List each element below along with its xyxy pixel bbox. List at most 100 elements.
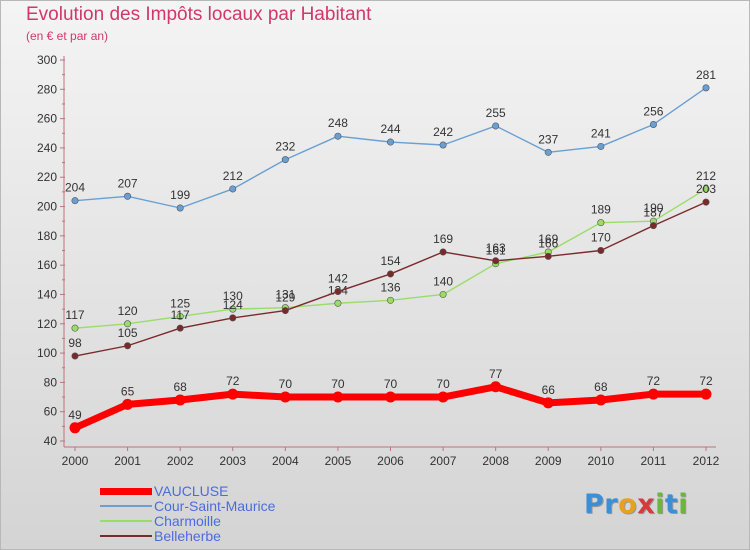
data-label-cour-saint-maurice: 199 bbox=[170, 188, 190, 202]
y-tick-label: 280 bbox=[37, 82, 57, 96]
legend-label: Charmoille bbox=[154, 513, 221, 529]
data-label-belleherbe: 169 bbox=[433, 232, 453, 246]
x-tick-label: 2000 bbox=[62, 454, 89, 468]
x-tick-label: 2008 bbox=[482, 454, 509, 468]
data-point-vaucluse bbox=[542, 397, 554, 409]
y-tick-label: 260 bbox=[37, 112, 57, 126]
x-tick-label: 2012 bbox=[693, 454, 720, 468]
x-tick-label: 2005 bbox=[325, 454, 352, 468]
data-point-charmoille bbox=[176, 312, 184, 320]
y-tick-label: 80 bbox=[44, 375, 58, 389]
data-label-belleherbe: 117 bbox=[171, 308, 190, 322]
data-label-belleherbe: 163 bbox=[486, 241, 506, 255]
data-label-vaucluse: 72 bbox=[226, 374, 240, 388]
data-point-belleherbe bbox=[597, 247, 605, 255]
data-label-charmoille: 120 bbox=[118, 304, 138, 318]
data-point-belleherbe bbox=[649, 222, 657, 230]
data-point-cour-saint-maurice bbox=[176, 204, 184, 212]
data-label-vaucluse: 66 bbox=[542, 383, 556, 397]
y-tick-label: 60 bbox=[44, 405, 58, 419]
data-point-charmoille bbox=[597, 219, 605, 227]
y-tick-label: 40 bbox=[44, 434, 58, 448]
data-label-belleherbe: 187 bbox=[643, 206, 663, 220]
data-label-cour-saint-maurice: 248 bbox=[328, 116, 348, 130]
data-label-charmoille: 161 bbox=[486, 244, 506, 258]
data-label-cour-saint-maurice: 281 bbox=[696, 68, 716, 82]
data-point-cour-saint-maurice bbox=[597, 142, 605, 150]
data-label-vaucluse: 70 bbox=[279, 377, 293, 391]
x-tick-label: 2001 bbox=[114, 454, 141, 468]
y-tick-label: 200 bbox=[37, 200, 57, 214]
data-point-charmoille bbox=[386, 296, 394, 304]
chart-subtitle: (en € et par an) bbox=[26, 29, 109, 43]
data-point-charmoille bbox=[702, 185, 710, 193]
logo-letter: i bbox=[678, 489, 689, 520]
data-label-charmoille: 131 bbox=[275, 288, 295, 302]
data-label-belleherbe: 105 bbox=[118, 326, 138, 340]
x-tick-label: 2004 bbox=[272, 454, 299, 468]
legend-swatch bbox=[100, 505, 152, 507]
data-point-charmoille bbox=[439, 290, 447, 298]
data-label-cour-saint-maurice: 241 bbox=[591, 126, 611, 140]
data-point-belleherbe bbox=[702, 198, 710, 206]
x-tick-label: 2007 bbox=[430, 454, 457, 468]
data-label-cour-saint-maurice: 244 bbox=[380, 122, 400, 136]
x-tick-label: 2009 bbox=[535, 454, 562, 468]
data-point-cour-saint-maurice bbox=[386, 138, 394, 146]
data-point-cour-saint-maurice bbox=[124, 192, 132, 200]
data-label-cour-saint-maurice: 255 bbox=[486, 106, 506, 120]
data-label-charmoille: 190 bbox=[643, 201, 663, 215]
data-point-belleherbe bbox=[492, 257, 500, 265]
data-label-vaucluse: 72 bbox=[647, 374, 661, 388]
legend-swatch bbox=[100, 535, 152, 537]
y-tick-label: 120 bbox=[37, 317, 57, 331]
data-label-belleherbe: 124 bbox=[223, 298, 243, 312]
legend-swatch bbox=[100, 520, 152, 522]
data-point-cour-saint-maurice bbox=[649, 120, 657, 128]
data-point-belleherbe bbox=[176, 324, 184, 332]
data-label-cour-saint-maurice: 232 bbox=[275, 140, 295, 154]
data-label-cour-saint-maurice: 204 bbox=[65, 181, 85, 195]
data-point-belleherbe bbox=[124, 342, 132, 350]
data-label-belleherbe: 129 bbox=[275, 291, 295, 305]
data-point-belleherbe bbox=[439, 248, 447, 256]
y-tick-label: 180 bbox=[37, 229, 57, 243]
data-point-vaucluse bbox=[227, 388, 239, 400]
legend-label: VAUCLUSE bbox=[154, 483, 229, 499]
y-tick-label: 300 bbox=[37, 53, 57, 67]
data-point-vaucluse bbox=[595, 394, 607, 406]
y-tick-label: 160 bbox=[37, 258, 57, 272]
data-label-cour-saint-maurice: 207 bbox=[118, 176, 138, 190]
data-point-belleherbe bbox=[544, 252, 552, 260]
data-point-cour-saint-maurice bbox=[334, 132, 342, 140]
y-tick-label: 140 bbox=[37, 287, 57, 301]
data-label-vaucluse: 70 bbox=[331, 377, 345, 391]
legend-label: Belleherbe bbox=[154, 528, 221, 544]
data-label-charmoille: 140 bbox=[433, 274, 453, 288]
data-point-cour-saint-maurice bbox=[492, 122, 500, 130]
data-label-charmoille: 117 bbox=[65, 308, 84, 322]
data-label-belleherbe: 170 bbox=[591, 231, 611, 245]
data-label-cour-saint-maurice: 256 bbox=[643, 104, 663, 118]
data-label-cour-saint-maurice: 237 bbox=[538, 132, 558, 146]
data-point-belleherbe bbox=[229, 314, 237, 322]
data-label-vaucluse: 72 bbox=[699, 374, 713, 388]
data-label-belleherbe: 154 bbox=[380, 254, 400, 268]
logo-letter: o bbox=[618, 489, 638, 520]
data-point-charmoille bbox=[124, 320, 132, 328]
data-point-cour-saint-maurice bbox=[702, 84, 710, 92]
data-point-charmoille bbox=[334, 299, 342, 307]
data-point-cour-saint-maurice bbox=[544, 148, 552, 156]
data-label-charmoille: 125 bbox=[170, 296, 190, 310]
x-tick-label: 2006 bbox=[377, 454, 404, 468]
logo-letter: t bbox=[664, 489, 679, 520]
x-tick-label: 2003 bbox=[219, 454, 246, 468]
data-point-charmoille bbox=[229, 305, 237, 313]
data-label-vaucluse: 68 bbox=[173, 380, 187, 394]
data-point-vaucluse bbox=[437, 391, 449, 403]
data-point-cour-saint-maurice bbox=[439, 141, 447, 149]
data-label-charmoille: 169 bbox=[538, 232, 558, 246]
legend-swatch bbox=[100, 487, 152, 495]
